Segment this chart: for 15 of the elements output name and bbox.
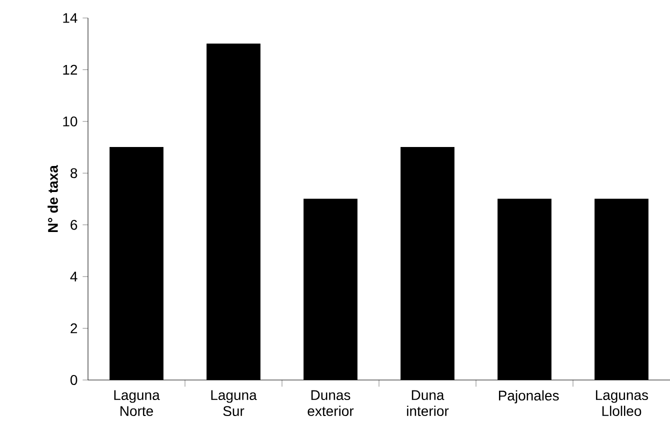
y-tick-label: 14 bbox=[63, 13, 78, 23]
x-tick-label: Pajonales bbox=[498, 390, 559, 404]
x-tick-label: Laguna Norte bbox=[114, 390, 160, 416]
y-tick-label: 4 bbox=[70, 272, 78, 282]
y-tick-label: 6 bbox=[70, 220, 78, 230]
y-tick-label: 10 bbox=[63, 116, 78, 126]
x-tick-label: Dunas exterior bbox=[308, 390, 354, 416]
x-tick-label: Lagunas Llolleo bbox=[596, 390, 648, 416]
y-tick-label: 12 bbox=[63, 64, 78, 75]
y-tick-label: 2 bbox=[70, 323, 78, 334]
x-tick-label: Laguna Sur bbox=[211, 390, 257, 416]
y-tick-label: 0 bbox=[70, 375, 78, 385]
y-tick-label: 8 bbox=[70, 168, 78, 178]
x-tick-label: Duna interior bbox=[407, 390, 449, 416]
y-axis-title: N° de taxa bbox=[48, 165, 58, 232]
